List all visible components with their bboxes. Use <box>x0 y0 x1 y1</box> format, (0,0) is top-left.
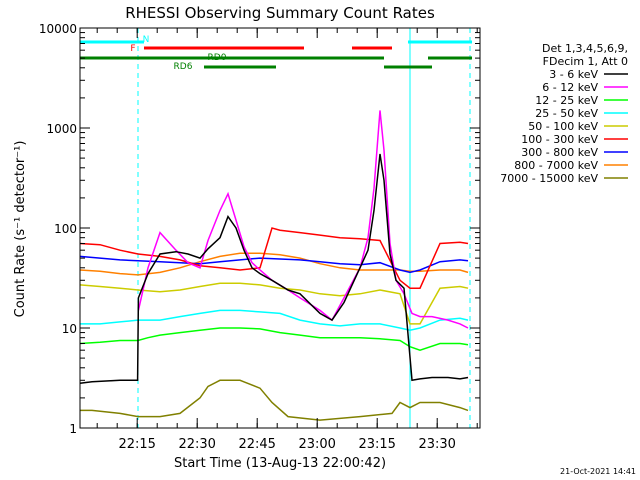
y-tick-label-1: 10 <box>62 322 77 336</box>
legend-label-2: 12 - 25 keV <box>535 94 598 107</box>
x-axis-label: Start Time (13-Aug-13 22:00:42) <box>174 456 386 471</box>
series-line-4 <box>79 282 469 325</box>
legend-header-0: Det 1,3,4,5,6,9, <box>542 42 628 55</box>
y-axis-label: Count Rate (s⁻¹ detector⁻¹) <box>13 141 28 318</box>
flag-label-2: RD0 <box>208 53 227 63</box>
y-tick-label-4: 10000 <box>39 22 77 36</box>
chart-title: RHESSI Observing Summary Count Rates <box>125 4 435 22</box>
plot-area: NF RD0 RD6 <box>79 28 472 428</box>
legend-header-1: FDecim 1, Att 0 <box>543 55 628 68</box>
y-tick-label-0: 1 <box>69 422 77 436</box>
series-line-0 <box>79 153 469 385</box>
flag-label-0: N <box>143 35 150 45</box>
axes: 1 10 100 1000 10000 22:15 22:30 22:45 23:00 23:15… <box>39 22 480 452</box>
x-tick-label-4: 23:15 <box>358 437 395 452</box>
legend-label-5: 100 - 300 keV <box>521 133 598 146</box>
series-line-6 <box>79 255 469 274</box>
series-line-8 <box>80 379 469 421</box>
legend-label-7: 800 - 7000 keV <box>514 159 598 172</box>
legend-label-3: 25 - 50 keV <box>535 107 598 120</box>
y-tick-label-2: 100 <box>54 222 77 236</box>
x-tick-label-1: 22:30 <box>178 437 215 452</box>
legend-label-8: 7000 - 15000 keV <box>500 172 598 185</box>
x-tick-label-5: 23:30 <box>418 437 455 452</box>
series-line-2 <box>79 327 469 351</box>
series-line-1 <box>137 110 469 329</box>
legend-label-6: 300 - 800 keV <box>521 146 598 159</box>
legend-label-1: 6 - 12 keV <box>542 81 598 94</box>
legend: Det 1,3,4,5,6,9,FDecim 1, Att 03 - 6 keV… <box>500 42 628 185</box>
flag-label-3: RD6 <box>174 62 193 72</box>
x-tick-label-3: 23:00 <box>298 437 335 452</box>
y-tick-label-3: 1000 <box>46 122 77 136</box>
flag-label-1: F <box>130 44 135 54</box>
x-tick-label-0: 22:15 <box>118 437 155 452</box>
legend-label-0: 3 - 6 keV <box>549 68 598 81</box>
footer-date: 21-Oct-2021 14:41 <box>560 467 636 476</box>
series-line-3 <box>80 309 469 331</box>
legend-label-4: 50 - 100 keV <box>528 120 598 133</box>
x-tick-label-2: 22:45 <box>238 437 275 452</box>
